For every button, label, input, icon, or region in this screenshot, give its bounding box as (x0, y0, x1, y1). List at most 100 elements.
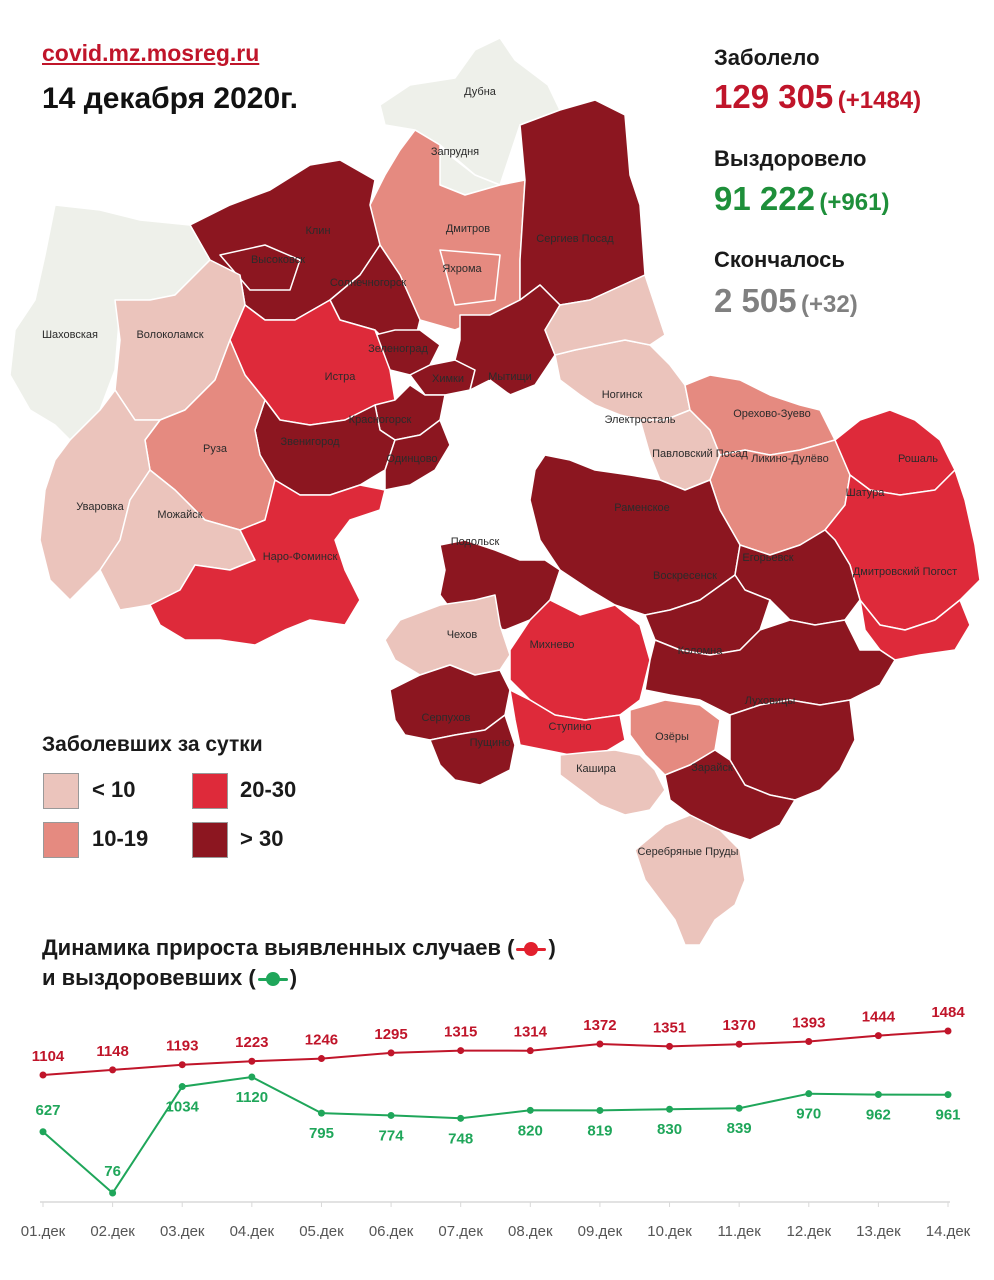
data-label-cases: 1370 (722, 1017, 755, 1034)
recovered-delta: (+961) (819, 189, 890, 216)
district-label-пущино: Пущино (470, 737, 511, 749)
data-point-cases (596, 1040, 604, 1048)
infected-delta: (+1484) (837, 87, 922, 114)
deceased-stat: 2 505 (+32) (714, 282, 858, 320)
legend-label-20-30: 20-30 (240, 777, 297, 802)
legend-swatch-10-19 (43, 822, 79, 858)
data-label-recovered: 962 (866, 1107, 891, 1124)
data-point-recovered (666, 1105, 674, 1113)
data-label-cases: 1148 (96, 1043, 129, 1060)
district-электросталь (544, 274, 666, 356)
moscow-city-area (450, 388, 530, 472)
chart-title-line2: и выздоровевших () (42, 963, 762, 993)
data-label-recovered: 1034 (166, 1099, 200, 1116)
data-point-recovered (874, 1091, 882, 1099)
data-point-cases (178, 1061, 186, 1069)
district-label-коломна: Коломна (678, 645, 724, 657)
data-label-cases: 1314 (514, 1024, 548, 1041)
district-label-кашира: Кашира (576, 763, 617, 775)
series-line-cases (42, 1030, 949, 1076)
region-map: Дубна Запрудня Дмитров Яхрома Сергиев Посад К… (9, 37, 981, 946)
data-point-cases (39, 1071, 47, 1079)
district-label-сергиев-посад: Сергиев Посад (536, 233, 614, 245)
district-label-дубна: Дубна (464, 86, 497, 98)
chart-title-line2-close: ) (289, 965, 298, 990)
district-label-михнево: Михнево (530, 639, 575, 651)
moscow-hole (450, 388, 530, 472)
data-point-cases (874, 1032, 882, 1040)
x-tick-label: 02.дек (90, 1223, 135, 1240)
district-label-шатура: Шатура (846, 487, 886, 499)
district-label-серпухов: Серпухов (422, 712, 471, 724)
data-point-recovered (248, 1073, 256, 1081)
district-label-шаховская: Шаховская (42, 329, 98, 341)
deceased-label: Скончалось (714, 247, 845, 272)
deceased-delta: (+32) (801, 291, 858, 318)
x-tick-label: 12.дек (787, 1223, 832, 1240)
data-label-cases: 1295 (374, 1026, 407, 1043)
data-label-recovered: 970 (796, 1106, 821, 1123)
district-label-наро-фоминск: Наро-Фоминск (263, 551, 338, 563)
data-label-cases: 1393 (792, 1015, 825, 1032)
map-labels: Дубна Запрудня Дмитров Яхрома Сергиев Посад К… (42, 86, 957, 858)
green-series-marker-icon (257, 972, 288, 987)
data-labels: 1104 1148 1193 1223 1246 1295 1315 1314 1372 1351… (32, 1004, 966, 1180)
legend-label-lt10: < 10 (92, 777, 136, 802)
district-label-можайск: Можайск (157, 509, 202, 521)
district-label-электросталь: Электросталь (605, 414, 676, 426)
district-label-красногорск: Красногорск (349, 414, 412, 426)
legend-label-10-19: 10-19 (92, 826, 149, 851)
district-ступино (509, 689, 626, 756)
district-label-егорьевск: Егорьевск (742, 552, 793, 564)
chart-title-line1: Динамика прироста выявленных случаев () (42, 933, 762, 963)
district-кашира (559, 749, 666, 816)
district-label-рошаль: Рошаль (898, 453, 938, 465)
source-link[interactable]: covid.mz.mosreg.ru (42, 40, 260, 66)
district-зеленоград (374, 329, 441, 376)
data-point-recovered (109, 1189, 117, 1197)
data-label-cases: 1444 (862, 1009, 896, 1026)
district-label-ногинск: Ногинск (602, 389, 643, 401)
legend-label-gt30: > 30 (240, 826, 284, 851)
line-chart: 01.дек 02.дек 03.дек 04.дек 05.дек 06.дек 07.д… (21, 1004, 971, 1240)
district-label-павловский-посад: Павловский Посад (652, 448, 748, 460)
district-label-яхрома: Яхрома (442, 263, 482, 275)
data-point-cases (805, 1038, 813, 1046)
data-label-recovered: 820 (518, 1122, 543, 1139)
district-высоковск (219, 244, 301, 291)
district-label-ступино: Ступино (549, 721, 592, 733)
x-tick-label: 08.дек (508, 1223, 553, 1240)
district-label-клин: Клин (305, 225, 330, 237)
data-point-recovered (317, 1109, 325, 1117)
district-label-запрудня: Запрудня (431, 146, 479, 158)
district-серебряные-пруды (634, 814, 746, 946)
district-label-подольск: Подольск (451, 536, 500, 548)
x-tick-label: 04.дек (230, 1223, 275, 1240)
district-label-высоковск: Высоковск (251, 254, 305, 266)
district-label-зеленоград: Зеленоград (368, 343, 428, 355)
chart-title-line2-text: и выздоровевших ( (42, 965, 256, 990)
data-label-cases: 1246 (305, 1032, 338, 1049)
chart-title-line1-close: ) (548, 935, 556, 960)
recovered-stat: 91 222 (+961) (714, 180, 889, 218)
data-label-recovered: 819 (587, 1122, 612, 1139)
district-дмитровский-погост (859, 599, 971, 661)
district-пущино (429, 714, 516, 786)
data-point-cases (248, 1057, 256, 1065)
x-tick-label: 09.дек (578, 1223, 623, 1240)
data-point-recovered (735, 1104, 743, 1112)
series-line-recovered (42, 1075, 949, 1195)
district-шаховская (9, 204, 211, 441)
data-label-cases: 1484 (931, 1004, 965, 1021)
data-label-recovered: 627 (35, 1102, 60, 1119)
x-tick-label: 03.дек (160, 1223, 205, 1240)
district-label-звенигород: Звенигород (280, 436, 340, 448)
map-regions (9, 37, 981, 946)
district-коломна (644, 619, 896, 716)
district-label-озёры: Озёры (655, 731, 689, 743)
district-label-серебряные-пруды: Серебряные Пруды (638, 846, 739, 858)
district-label-химки: Химки (432, 373, 464, 385)
x-tick-label: 10.дек (647, 1223, 692, 1240)
infected-value: 129 305 (714, 78, 834, 115)
data-label-recovered: 774 (379, 1127, 405, 1144)
